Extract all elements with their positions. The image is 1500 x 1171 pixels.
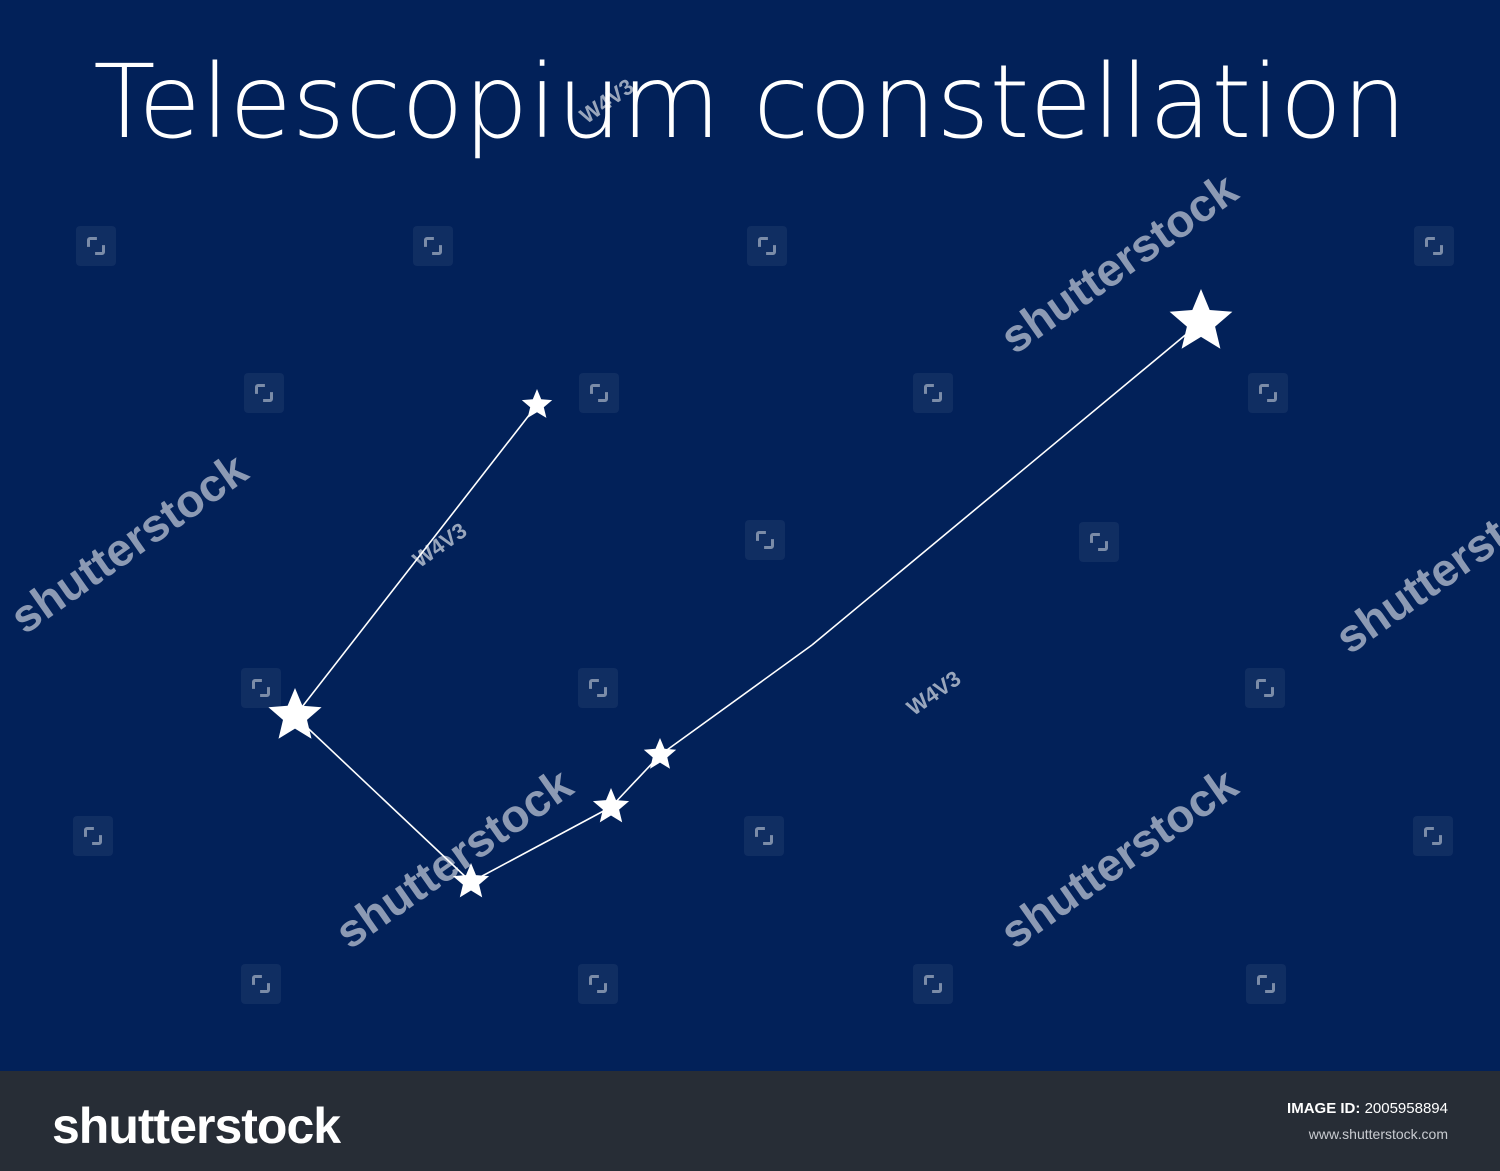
watermark-logo-icon bbox=[579, 373, 619, 413]
watermark-logo-icon bbox=[913, 964, 953, 1004]
constellation-line bbox=[659, 644, 813, 756]
star-icon bbox=[452, 863, 490, 898]
image-id-value: 2005958894 bbox=[1364, 1100, 1448, 1117]
image-id-label: IMAGE ID: bbox=[1287, 1100, 1361, 1117]
watermark-logo-icon bbox=[913, 373, 953, 413]
watermark-logo-icon bbox=[1414, 226, 1454, 266]
watermark-logo-icon bbox=[744, 816, 784, 856]
watermark-logo-icon bbox=[1079, 522, 1119, 562]
star-icon bbox=[268, 688, 322, 739]
footer-url[interactable]: www.shutterstock.com bbox=[1308, 1126, 1448, 1142]
watermark-logo-icon bbox=[241, 668, 281, 708]
watermark-logo-icon bbox=[1248, 373, 1288, 413]
constellation-line bbox=[811, 321, 1202, 646]
shutterstock-logo[interactable]: shutterstock bbox=[52, 1098, 341, 1154]
watermark-logo-icon bbox=[747, 226, 787, 266]
image-id: IMAGE ID: 2005958894 bbox=[1287, 1100, 1448, 1117]
watermark-logo-icon bbox=[578, 668, 618, 708]
constellation-line bbox=[294, 715, 472, 883]
constellation-diagram bbox=[268, 289, 1233, 898]
star-icon bbox=[592, 788, 630, 823]
star-icon bbox=[1169, 289, 1233, 349]
star-icon bbox=[521, 389, 553, 418]
watermark-logo-icon bbox=[73, 816, 113, 856]
watermark-logo-icon bbox=[413, 226, 453, 266]
constellation-line bbox=[294, 404, 538, 717]
watermark-logo-icon bbox=[1246, 964, 1286, 1004]
watermark-logo-icon bbox=[241, 964, 281, 1004]
watermark-logo-icon bbox=[244, 373, 284, 413]
watermark-logo-icon bbox=[745, 520, 785, 560]
star-icon bbox=[643, 738, 677, 769]
watermark-logo-icon bbox=[76, 226, 116, 266]
watermark-logo-icon bbox=[1413, 816, 1453, 856]
watermark-logo-icon bbox=[1245, 668, 1285, 708]
page-title: Telescopium constellation bbox=[93, 43, 1407, 162]
constellation-line bbox=[470, 806, 612, 883]
watermark-logo-icon bbox=[578, 964, 618, 1004]
footer-bar: shutterstock IMAGE ID: 2005958894 www.sh… bbox=[0, 1071, 1500, 1171]
constellation-canvas: Telescopium constellation shutterstock s… bbox=[0, 0, 1500, 1071]
